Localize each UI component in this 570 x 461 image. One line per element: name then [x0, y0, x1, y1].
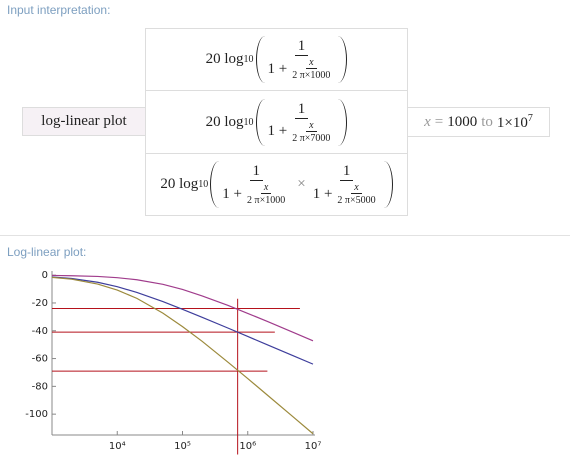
- denominator: 1 + x 2 π×7000: [265, 119, 339, 144]
- text: x: [306, 57, 317, 69]
- range: x = 1000 to 1×107: [407, 107, 550, 137]
- text: 1 +: [267, 60, 288, 77]
- text: 2 π×5000: [337, 195, 376, 206]
- x-tick-label: 10⁷: [305, 441, 322, 452]
- text: 20 log: [205, 113, 244, 130]
- text: 1000: [447, 113, 478, 130]
- text: ×: [297, 176, 306, 192]
- section-label: Input interpretation:: [7, 3, 111, 17]
- text: 1: [249, 163, 263, 181]
- text: 1: [339, 163, 354, 181]
- y-tick-label: -100: [25, 409, 48, 420]
- series-line: [51, 276, 314, 365]
- separator: [0, 235, 570, 236]
- text: 10: [243, 116, 254, 128]
- text: 7: [527, 112, 533, 124]
- text: x: [306, 120, 317, 132]
- text: x: [424, 113, 431, 130]
- y-tick-label: 0: [42, 270, 48, 281]
- function-name: log-linear plot: [22, 107, 146, 136]
- text: 1: [294, 38, 309, 56]
- text: 2 π×1000: [247, 195, 286, 206]
- denominator: 1 + x 2 π×1000: [265, 56, 339, 81]
- series-line: [51, 274, 314, 342]
- y-tick-label: -80: [32, 381, 48, 392]
- text: 20 log: [160, 176, 199, 192]
- text: 1×107: [497, 113, 533, 132]
- text: 10: [198, 179, 209, 190]
- text: 2 π×7000: [292, 132, 331, 144]
- y-tick-label: -40: [32, 326, 48, 337]
- text: 1×10: [496, 114, 528, 131]
- text: 1 +: [312, 185, 333, 202]
- x-tick-label: 10⁶: [239, 441, 256, 452]
- text: to: [481, 113, 493, 130]
- text: 20 log: [205, 51, 244, 67]
- text: 1 +: [222, 185, 243, 202]
- text: 10: [243, 54, 254, 65]
- denominator: 1 + x 2 π×5000: [310, 181, 384, 206]
- text: =: [434, 113, 444, 130]
- text: 1: [294, 101, 309, 119]
- series-line: [51, 276, 314, 435]
- x-tick-label: 10⁴: [109, 441, 126, 452]
- y-tick-label: -20: [32, 298, 48, 309]
- text: 2 π×1000: [292, 70, 331, 81]
- x-tick-label: 10⁵: [174, 441, 191, 452]
- section-label: Log-linear plot:: [7, 245, 87, 259]
- y-tick-label: -60: [32, 354, 48, 365]
- chart: 0 -20 -40 -60 -80 -100 10⁴ 10⁵ 10⁶ 10⁷: [25, 270, 322, 455]
- denominator: 1 + x 2 π×1000: [219, 181, 293, 206]
- text: x: [260, 182, 272, 194]
- text: x: [351, 182, 362, 194]
- text: 1 +: [267, 123, 288, 139]
